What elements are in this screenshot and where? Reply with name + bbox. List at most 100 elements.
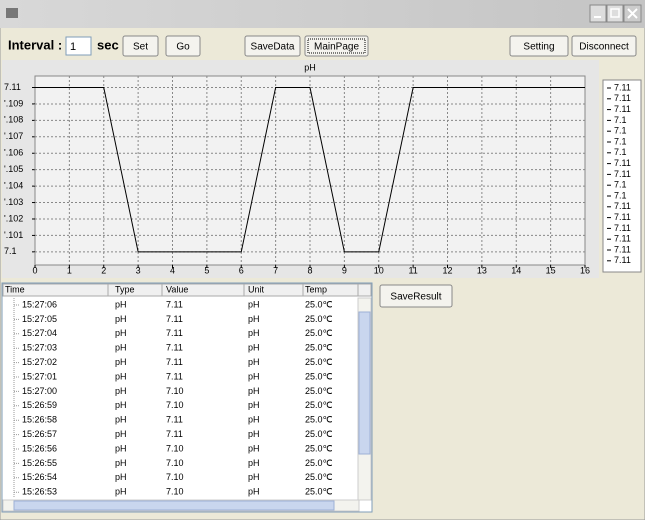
x-tick-label: 1: [67, 265, 72, 275]
table-cell: 7.11: [166, 343, 183, 353]
value-list-item: 7.1: [614, 115, 627, 125]
x-tick-label: 8: [307, 265, 312, 275]
table-cell: pH: [115, 429, 127, 439]
table-cell: 15:26:57: [22, 429, 57, 439]
y-tick-label: '.102: [4, 213, 23, 223]
x-tick-label: 10: [374, 265, 384, 275]
y-tick-label: '.106: [4, 148, 23, 158]
table-cell: 15:27:03: [22, 343, 57, 353]
button-label: SaveData: [251, 42, 295, 53]
x-tick-label: 5: [204, 265, 209, 275]
table-cell: 7.11: [166, 328, 183, 338]
scroll-thumb[interactable]: [13, 500, 335, 511]
value-list-item: 7.1: [614, 147, 627, 157]
table-cell: 7.11: [166, 314, 183, 324]
table-cell: 15:27:00: [22, 386, 57, 396]
column-header: Value: [166, 284, 188, 294]
table-cell: pH: [115, 314, 127, 324]
table-cell: pH: [115, 357, 127, 367]
button-label: MainPage: [314, 42, 359, 53]
table-cell: pH: [248, 386, 260, 396]
table-cell: pH: [115, 443, 127, 453]
column-header: Type: [115, 284, 135, 294]
table-cell: pH: [248, 328, 260, 338]
app-icon: [6, 8, 18, 18]
y-tick-label: '.103: [4, 197, 23, 207]
table-cell: 15:27:05: [22, 314, 57, 324]
column-header: Unit: [248, 284, 265, 294]
y-tick-label: '.108: [4, 115, 23, 125]
value-list-item: 7.11: [614, 201, 631, 211]
table-cell: pH: [248, 371, 260, 381]
table-cell: 7.10: [166, 443, 184, 453]
button-label: SaveResult: [390, 292, 441, 303]
table-cell: 7.11: [166, 429, 183, 439]
table-cell: 7.11: [166, 299, 183, 309]
table-cell: 7.11: [166, 371, 183, 381]
button[interactable]: [122, 35, 159, 57]
y-tick-label: '.101: [4, 230, 23, 240]
data-line: [35, 87, 585, 253]
value-list-item: 7.1: [614, 136, 627, 146]
table-header: [2, 283, 372, 297]
table-cell: 15:26:53: [22, 487, 57, 497]
table-cell: 25.0℃: [305, 458, 333, 468]
window-controls: [589, 4, 642, 23]
table-cell: pH: [115, 299, 127, 309]
table-cell: pH: [115, 386, 127, 396]
interval-label: Interval :: [8, 37, 62, 52]
value-list-item: 7.11: [614, 158, 631, 168]
table-cell: pH: [248, 458, 260, 468]
y-tick-label: '.105: [4, 164, 23, 174]
value-list-item: 7.11: [614, 82, 631, 92]
column-header: Temp: [305, 284, 327, 294]
button[interactable]: [571, 35, 637, 57]
table-cell: 25.0℃: [305, 386, 333, 396]
table-cell: pH: [115, 343, 127, 353]
scroll-thumb[interactable]: [358, 311, 371, 455]
table-cell: pH: [248, 400, 260, 410]
interval-input[interactable]: [65, 36, 92, 56]
value-list-item: 7.11: [614, 244, 631, 254]
icon: [610, 8, 620, 18]
table-cell: 15:26:59: [22, 400, 57, 410]
table-cell: 7.10: [166, 400, 184, 410]
table-cell: pH: [115, 415, 127, 425]
table-cell: 15:26:55: [22, 458, 57, 468]
table-cell: 25.0℃: [305, 400, 333, 410]
table-cell: 15:26:58: [22, 415, 57, 425]
table-cell: 15:27:04: [22, 328, 57, 338]
chart-title: pH: [304, 62, 316, 72]
table-cell: 25.0℃: [305, 487, 333, 497]
value-list-item: 7.1: [614, 180, 627, 190]
button[interactable]: [509, 35, 569, 57]
table-cell: 25.0℃: [305, 343, 333, 353]
table-cell: pH: [248, 487, 260, 497]
button-label: Disconnect: [579, 42, 629, 53]
x-tick-label: 15: [546, 265, 556, 275]
x-tick-label: 3: [136, 265, 141, 275]
focus-ring: [307, 38, 366, 54]
table-cell: 15:26:54: [22, 472, 57, 482]
table-cell: pH: [115, 487, 127, 497]
x-tick-label: 6: [239, 265, 244, 275]
table-cell: 15:26:56: [22, 443, 57, 453]
minimize-button[interactable]: [589, 4, 607, 23]
table-cell: 25.0℃: [305, 472, 333, 482]
button[interactable]: [244, 35, 301, 57]
x-tick-label: 12: [442, 265, 452, 275]
table-cell: 15:27:06: [22, 299, 57, 309]
table-cell: pH: [115, 371, 127, 381]
button[interactable]: [165, 35, 201, 57]
maximize-button[interactable]: [606, 4, 624, 23]
table-cell: pH: [248, 343, 260, 353]
button-label: Go: [176, 42, 190, 53]
x-tick-label: 7: [273, 265, 278, 275]
button[interactable]: [304, 35, 369, 57]
value-list-item: 7.1: [614, 126, 627, 136]
table-box: [1, 282, 373, 513]
button[interactable]: [379, 284, 453, 308]
column-header: Time: [5, 284, 25, 294]
interval-unit: sec: [97, 37, 119, 52]
